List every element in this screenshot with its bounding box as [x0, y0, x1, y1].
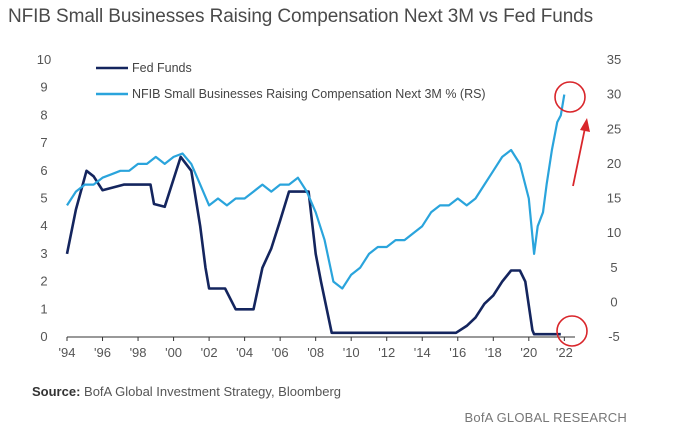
- footer-brand: BofA GLOBAL RESEARCH: [464, 410, 627, 425]
- up-arrow-icon: [580, 118, 590, 132]
- x-tick-label: '10: [343, 345, 360, 360]
- right-tick-label: 35: [607, 52, 621, 67]
- x-tick-label: '94: [59, 345, 76, 360]
- left-tick-label: 2: [40, 274, 47, 289]
- right-tick-label: 25: [607, 121, 621, 136]
- annotations: [554, 81, 590, 347]
- x-tick-label: '96: [94, 345, 111, 360]
- nfib-compensation-line: [66, 94, 566, 290]
- x-tick-label: '22: [556, 345, 573, 360]
- left-tick-label: 10: [37, 52, 51, 67]
- left-tick-label: 3: [40, 246, 47, 261]
- highlight-circle-fed-low: [556, 315, 588, 347]
- right-tick-label: 0: [610, 294, 617, 309]
- x-tick-label: '12: [378, 345, 395, 360]
- series-layer: [65, 94, 566, 336]
- legend: Fed Funds NFIB Small Businesses Raising C…: [96, 61, 486, 101]
- x-tick-label: '04: [236, 345, 253, 360]
- x-tick-label: '06: [272, 345, 289, 360]
- left-tick-label: 6: [40, 163, 47, 178]
- legend-label-fed: Fed Funds: [132, 61, 192, 75]
- left-tick-label: 0: [40, 329, 47, 344]
- right-axis-ticks: -5 0 5 10 15 20 25 30 35: [607, 52, 621, 344]
- source-note: Source: BofA Global Investment Strategy,…: [32, 384, 341, 399]
- fed-funds-line: [65, 155, 561, 336]
- left-tick-label: 7: [40, 135, 47, 150]
- x-tick-label: '98: [130, 345, 147, 360]
- x-tick-label: '08: [307, 345, 324, 360]
- source-label: Source:: [32, 384, 81, 399]
- left-tick-label: 5: [40, 191, 47, 206]
- left-tick-label: 4: [40, 218, 47, 233]
- left-tick-label: 1: [40, 301, 47, 316]
- highlight-circle-nfib-peak: [554, 81, 586, 113]
- x-tick-label: '14: [414, 345, 431, 360]
- chart-title: NFIB Small Businesses Raising Compensati…: [8, 6, 594, 27]
- legend-label-nfib: NFIB Small Businesses Raising Compensati…: [132, 87, 486, 101]
- right-tick-label: 10: [607, 225, 621, 240]
- right-tick-label: 30: [607, 87, 621, 102]
- x-tick-label: '00: [165, 345, 182, 360]
- source-text: BofA Global Investment Strategy, Bloombe…: [84, 384, 342, 399]
- x-tick-label: '20: [520, 345, 537, 360]
- x-tick-label: '18: [485, 345, 502, 360]
- left-axis-ticks: 0 1 2 3 4 5 6 7 8 9 10: [37, 52, 51, 344]
- up-arrow-shaft: [572, 127, 586, 187]
- x-tick-label: '16: [449, 345, 466, 360]
- left-tick-label: 9: [40, 80, 47, 95]
- right-tick-label: 15: [607, 191, 621, 206]
- left-tick-label: 8: [40, 107, 47, 122]
- right-tick-label: 5: [610, 260, 617, 275]
- x-axis-ticks: '94 '96 '98 '00 '02 '04 '06 '08 '10 '12 '14 '16 '18 '…: [59, 337, 573, 360]
- right-tick-label: 20: [607, 156, 621, 171]
- x-tick-label: '02: [201, 345, 218, 360]
- right-tick-label: -5: [608, 329, 620, 344]
